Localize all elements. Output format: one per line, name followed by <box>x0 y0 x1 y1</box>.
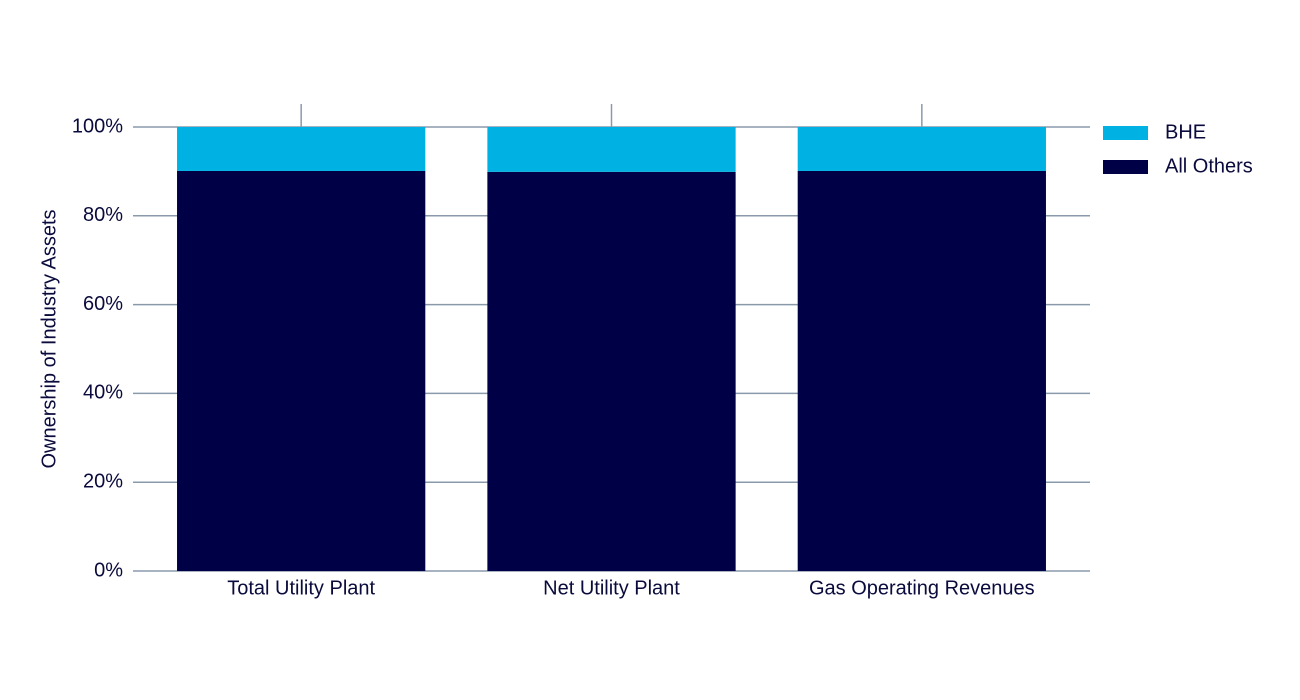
y-tick-label: 20% <box>83 470 123 492</box>
bar-segment <box>487 127 736 172</box>
legend-swatch <box>1103 160 1148 174</box>
x-tick-label: Net Utility Plant <box>543 577 680 599</box>
bar-segment <box>177 170 426 571</box>
legend-label: BHE <box>1165 121 1206 143</box>
bar-segment <box>797 170 1046 571</box>
y-tick-label: 0% <box>94 559 123 581</box>
legend-swatch <box>1103 126 1148 140</box>
bar-segment <box>487 171 736 571</box>
y-tick-label: 60% <box>83 293 123 315</box>
bar-segment <box>797 127 1046 171</box>
y-tick-label: 40% <box>83 382 123 404</box>
x-tick-label: Total Utility Plant <box>227 577 375 599</box>
bar-segment <box>177 127 426 171</box>
y-axis-title: Ownership of Industry Assets <box>38 209 60 468</box>
x-tick-label: Gas Operating Revenues <box>809 577 1035 599</box>
y-tick-label: 100% <box>72 115 123 137</box>
legend-label: All Others <box>1165 155 1253 177</box>
y-tick-label: 80% <box>83 204 123 226</box>
